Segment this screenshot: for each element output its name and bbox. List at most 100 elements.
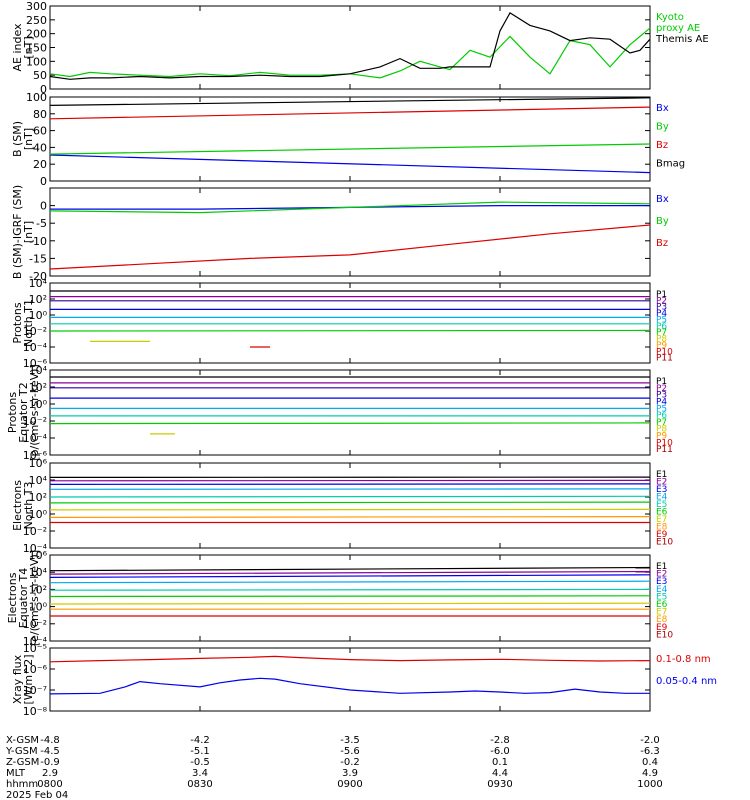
panel-3: -20 -15 -10 -5 0 B (SM)-IGRF (SM)[nT] Bx By Bz	[11, 185, 669, 283]
x-row-value: -4.8	[40, 735, 60, 746]
y-tick-label: 20	[33, 158, 47, 171]
y-tick-label: 10⁻²	[23, 325, 47, 338]
series-line-e7	[49, 508, 651, 511]
legend-entry: E7	[656, 515, 667, 525]
y-tick-label: 10⁻⁸	[23, 705, 48, 718]
x-row-value: -3.5	[340, 735, 360, 746]
y-axis-label: B (SM)[nT]	[11, 121, 35, 157]
legend-entry: E6	[656, 600, 668, 610]
y-tick-label: 40	[33, 141, 47, 154]
y-tick-label: 200	[26, 28, 47, 41]
legend-entry: Themis AE	[655, 34, 709, 45]
x-row-value: -5.6	[340, 746, 360, 757]
y-tick-label: 10⁴	[29, 474, 48, 487]
legend-entry: P3	[656, 303, 667, 313]
series-line-e5	[49, 495, 651, 498]
y-tick-label: 10⁻⁴	[23, 542, 48, 555]
y-tick-label: 10⁻⁶	[23, 357, 48, 370]
series-line-themis-ae	[49, 12, 651, 80]
series-line-p7	[49, 422, 651, 425]
y-tick-label: 10⁴	[29, 277, 48, 290]
series-line-bz	[49, 224, 651, 270]
legend-entry: P4	[656, 309, 667, 319]
y-tick-label: 10²	[29, 381, 47, 394]
legend-entry: E4	[656, 585, 668, 595]
series-line-e3	[49, 483, 651, 485]
series-line-e3	[49, 574, 651, 579]
y-tick-label: 10⁻⁶	[23, 663, 48, 676]
panel-4: 10⁻⁶ 10⁻⁴ 10⁻² 10⁰ 10² 10⁴ ProtonsNorth T1 P1P2…	[11, 277, 673, 370]
x-row-label: MLT	[6, 768, 26, 779]
series-line-e6	[49, 595, 651, 598]
x-row-value: 0.4	[642, 757, 658, 768]
legend-entry: E4	[656, 493, 668, 503]
series-line-bx	[49, 154, 651, 174]
y-axis-label: Xray flux[W/m^2]	[11, 654, 35, 704]
y-tick-label: 50	[33, 69, 47, 82]
series-line-kyoto-proxy-ae	[49, 27, 651, 79]
y-tick-label: 0	[40, 175, 47, 188]
y-tick-label: 10⁻⁴	[23, 341, 48, 354]
series-line-bmag	[49, 97, 651, 106]
series-line-e6	[49, 501, 651, 504]
y-tick-label: 10⁻²	[23, 618, 47, 631]
legend-entry: E5	[656, 500, 667, 510]
legend-entry: By	[656, 122, 669, 133]
series-line-e4	[49, 580, 651, 584]
legend-entry: P11	[656, 354, 673, 364]
series-line-e7	[49, 602, 651, 605]
x-row-value: 0800	[37, 779, 62, 790]
y-tick-label: 0	[40, 200, 47, 213]
legend-entry: E2	[656, 478, 667, 488]
legend-entry: P11	[656, 445, 673, 455]
y-tick-label: -10	[29, 235, 47, 248]
legend-entry: E9	[656, 530, 668, 540]
legend-entry: E2	[656, 570, 667, 580]
series-line-e1	[49, 566, 651, 572]
x-row-label: hhmm	[6, 779, 38, 790]
y-axis-label: B (SM)-IGRF (SM)[nT]	[11, 185, 35, 279]
y-tick-label: 0	[40, 83, 47, 96]
y-tick-label: 10²	[29, 491, 47, 504]
legend-entry: Bx	[656, 103, 669, 114]
legend-entry: E3	[656, 485, 667, 495]
x-row-value: 0900	[337, 779, 362, 790]
plot-date: 2025 Feb 04	[6, 790, 68, 800]
legend-entry: E1	[656, 470, 667, 480]
y-axis-label: AE index[nT]	[11, 23, 35, 72]
y-tick-label: 10⁰	[29, 508, 48, 521]
y-tick-label: -20	[29, 270, 47, 283]
panel-frame	[49, 96, 651, 182]
legend-entry: P1	[656, 377, 667, 387]
y-tick-label: 10⁰	[29, 309, 48, 322]
x-row-value: -0.5	[190, 757, 210, 768]
y-tick-label: 10⁻⁴	[23, 432, 48, 445]
panel-2: 0 20 40 60 80 100 B (SM)[nT] Bx By Bz Bmag	[11, 91, 685, 188]
y-tick-label: -5	[36, 217, 47, 230]
panel-frame	[49, 187, 651, 277]
legend-entry: Bmag	[656, 159, 685, 170]
series-line-e2	[49, 570, 651, 575]
series-line-e8	[49, 515, 651, 519]
y-tick-label: 80	[33, 108, 47, 121]
y-tick-label: 10⁴	[29, 566, 48, 579]
legend-entry: P7	[656, 418, 667, 428]
legend-entry: E10	[656, 538, 673, 548]
legend-entry: P2	[656, 384, 667, 394]
x-row-value: 0930	[487, 779, 512, 790]
x-row-label: Y-GSM	[5, 746, 38, 757]
x-row-value: -4.2	[190, 735, 210, 746]
y-tick-label: 150	[26, 42, 47, 55]
x-row-value: 4.9	[642, 768, 658, 779]
legend-entry: P8	[656, 425, 667, 435]
x-row-value: -5.1	[190, 746, 210, 757]
legend-entry: P10	[656, 438, 673, 448]
legend-entry: 0.05-0.4 nm	[656, 676, 717, 687]
y-tick-label: 100	[26, 91, 47, 104]
x-row-value: -0.2	[340, 757, 360, 768]
legend-entry: Kyoto proxy AE	[656, 12, 700, 34]
x-row-value: 2.9	[42, 768, 58, 779]
y-tick-label: 10⁰	[29, 601, 48, 614]
x-row-label: Z-GSM	[6, 757, 39, 768]
